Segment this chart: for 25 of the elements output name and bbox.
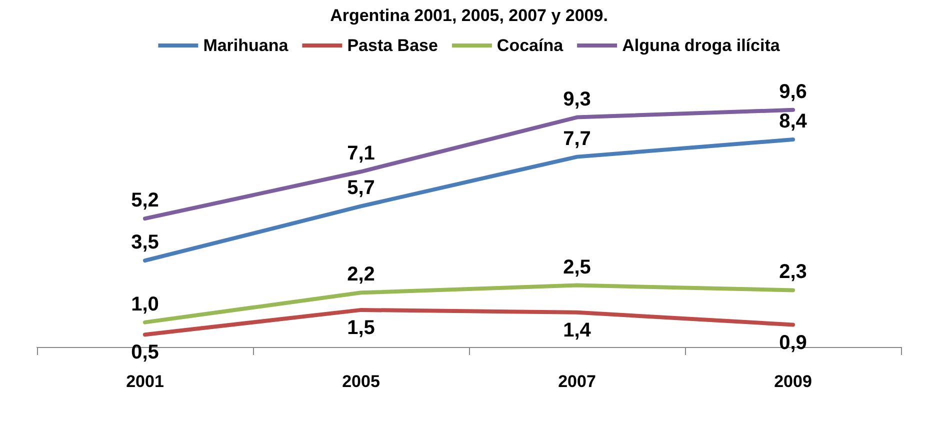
data-label: 0,9: [779, 332, 807, 354]
x-tick-label: 2009: [774, 372, 812, 391]
data-label: 7,1: [347, 142, 375, 165]
data-label: 3,5: [131, 232, 159, 254]
x-tick-label: 2001: [126, 372, 164, 391]
data-label: 2,5: [563, 256, 591, 278]
chart-title: Argentina 2001, 2005, 2007 y 2009.: [330, 6, 608, 25]
data-label: 7,7: [563, 128, 591, 150]
data-label: 1,5: [347, 316, 375, 339]
data-label: 9,6: [779, 80, 807, 103]
data-label: 2,2: [347, 264, 375, 286]
legend-label: Pasta Base: [347, 36, 438, 55]
data-label: 2,3: [779, 261, 807, 284]
legend-label: Alguna droga ilícita: [622, 36, 780, 55]
x-tick-label: 2007: [558, 372, 596, 391]
legend-label: Marihuana: [203, 36, 289, 55]
data-label: 0,5: [131, 342, 159, 364]
x-tick-label: 2005: [342, 372, 380, 391]
data-label: 8,4: [779, 110, 808, 133]
data-label: 1,4: [563, 319, 592, 342]
data-label: 5,2: [131, 190, 159, 212]
data-label: 1,0: [131, 293, 159, 316]
data-label: 5,7: [347, 177, 375, 200]
legend-label: Cocaína: [496, 36, 564, 55]
data-label: 9,3: [563, 88, 591, 110]
